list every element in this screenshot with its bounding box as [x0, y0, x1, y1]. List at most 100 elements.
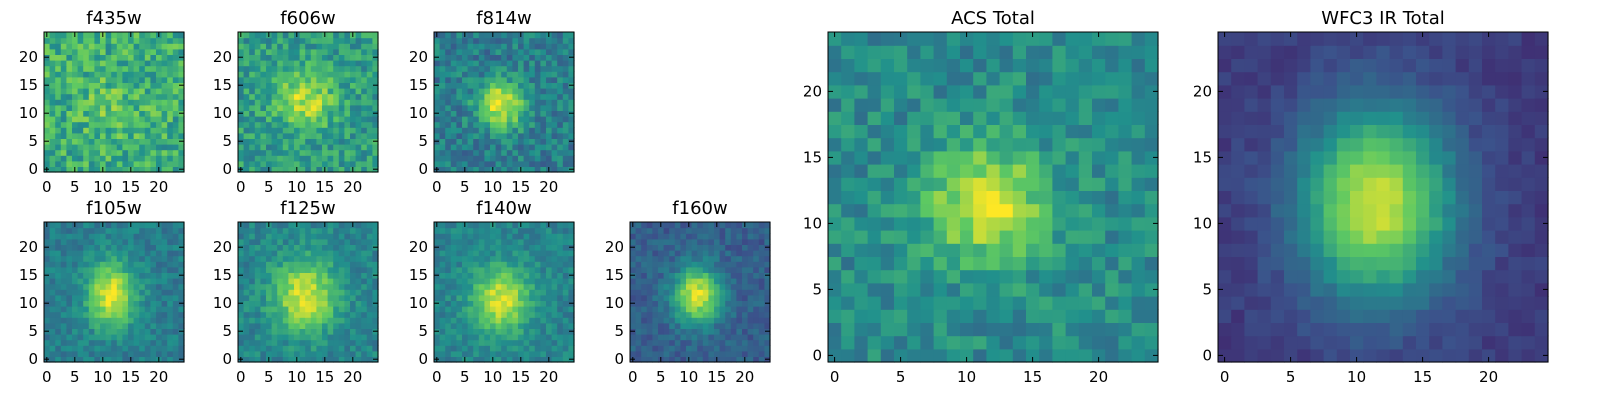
heatmap-cell	[66, 300, 73, 307]
heatmap-cell	[867, 256, 882, 271]
heatmap-cell	[512, 104, 519, 111]
heatmap-cell	[920, 216, 935, 231]
heatmap-cell	[94, 300, 101, 307]
heatmap-cell	[478, 99, 485, 106]
heatmap-cell	[736, 227, 743, 234]
heatmap-cell	[105, 32, 112, 39]
heatmap-cell	[747, 345, 754, 352]
heatmap-cell	[680, 289, 687, 296]
heatmap-cell	[366, 238, 373, 245]
heatmap-cell	[630, 261, 637, 268]
heatmap-cell	[305, 65, 312, 72]
heatmap-cell	[434, 345, 441, 352]
heatmap-cell	[260, 127, 267, 134]
heatmap-cell	[133, 266, 140, 273]
heatmap-cell	[105, 104, 112, 111]
heatmap-cell	[523, 93, 530, 100]
heatmap-cell	[254, 233, 261, 240]
heatmap-cell	[534, 350, 541, 357]
heatmap-cell	[355, 289, 362, 296]
heatmap-cell	[133, 294, 140, 301]
heatmap-cell	[674, 334, 681, 341]
heatmap-cell	[920, 177, 935, 191]
heatmap-cell	[60, 311, 67, 318]
heatmap-cell	[484, 76, 491, 83]
heatmap-cell	[49, 104, 56, 111]
heatmap-cell	[523, 32, 530, 39]
heatmap-cell	[55, 278, 62, 285]
heatmap-cell	[344, 238, 351, 245]
heatmap-cell	[94, 350, 101, 357]
heatmap-cell	[299, 37, 306, 44]
heatmap-cell	[478, 311, 485, 318]
heatmap-cell	[139, 116, 146, 123]
heatmap-cell	[736, 261, 743, 268]
heatmap-cell	[518, 227, 525, 234]
heatmap-cell	[669, 350, 676, 357]
heatmap-cell	[116, 306, 123, 313]
heatmap-cell	[88, 289, 95, 296]
heatmap-cell	[641, 278, 648, 285]
heatmap-cell	[350, 322, 357, 329]
heatmap-cell	[880, 256, 895, 271]
heatmap-cell	[828, 335, 842, 350]
heatmap-cell	[506, 32, 513, 39]
heatmap-cell	[669, 233, 676, 240]
heatmap-cell	[144, 322, 151, 329]
heatmap-cell	[88, 283, 95, 290]
x-tick-label: 5	[264, 368, 274, 386]
heatmap-cell	[894, 150, 908, 165]
heatmap-cell	[77, 311, 84, 318]
heatmap-cell	[551, 272, 558, 279]
heatmap-cell	[156, 339, 163, 346]
heatmap-cell	[350, 266, 357, 273]
heatmap-cell	[456, 334, 463, 341]
heatmap-cell	[646, 317, 653, 324]
heatmap-cell	[495, 334, 502, 341]
heatmap-cell	[260, 294, 267, 301]
heatmap-cell	[344, 116, 351, 123]
heatmap-cell	[83, 233, 90, 240]
heatmap-cell	[534, 255, 541, 262]
heatmap-cell	[456, 244, 463, 251]
heatmap-cell	[77, 54, 84, 61]
heatmap-cell	[534, 144, 541, 151]
heatmap-cell	[462, 60, 469, 67]
heatmap-cell	[534, 138, 541, 145]
heatmap-cell	[546, 48, 553, 55]
heatmap-cell	[150, 345, 157, 352]
heatmap-cell	[322, 144, 329, 151]
heatmap-cell	[456, 317, 463, 324]
heatmap-cell	[322, 60, 329, 67]
heatmap-cell	[674, 222, 681, 229]
heatmap-cell	[641, 227, 648, 234]
y-tick-label: 20	[19, 238, 38, 256]
heatmap-cell	[361, 160, 368, 167]
heatmap-cell	[355, 82, 362, 89]
heatmap-cell	[172, 278, 179, 285]
heatmap-cell	[523, 71, 530, 78]
heatmap-cell	[1039, 216, 1053, 231]
heatmap-cell	[116, 99, 123, 106]
heatmap-cell	[439, 322, 446, 329]
heatmap-cell	[322, 283, 329, 290]
heatmap-cell	[55, 76, 62, 83]
heatmap-cell	[139, 227, 146, 234]
heatmap-cell	[512, 283, 519, 290]
heatmap-cell	[243, 356, 250, 363]
heatmap-cell	[277, 60, 284, 67]
heatmap-cell	[529, 311, 536, 318]
heatmap-cell	[133, 345, 140, 352]
heatmap-cell	[1092, 296, 1106, 310]
heatmap-cell	[764, 311, 771, 318]
heatmap-cell	[167, 65, 174, 72]
heatmap-cell	[854, 348, 869, 363]
heatmap-cell	[111, 227, 118, 234]
heatmap-cell	[641, 289, 648, 296]
heatmap-cell	[66, 104, 73, 111]
heatmap-cell	[254, 76, 261, 83]
heatmap-cell	[111, 294, 118, 301]
heatmap-cell	[105, 334, 112, 341]
heatmap-cell	[72, 311, 79, 318]
heatmap-cell	[150, 110, 157, 117]
